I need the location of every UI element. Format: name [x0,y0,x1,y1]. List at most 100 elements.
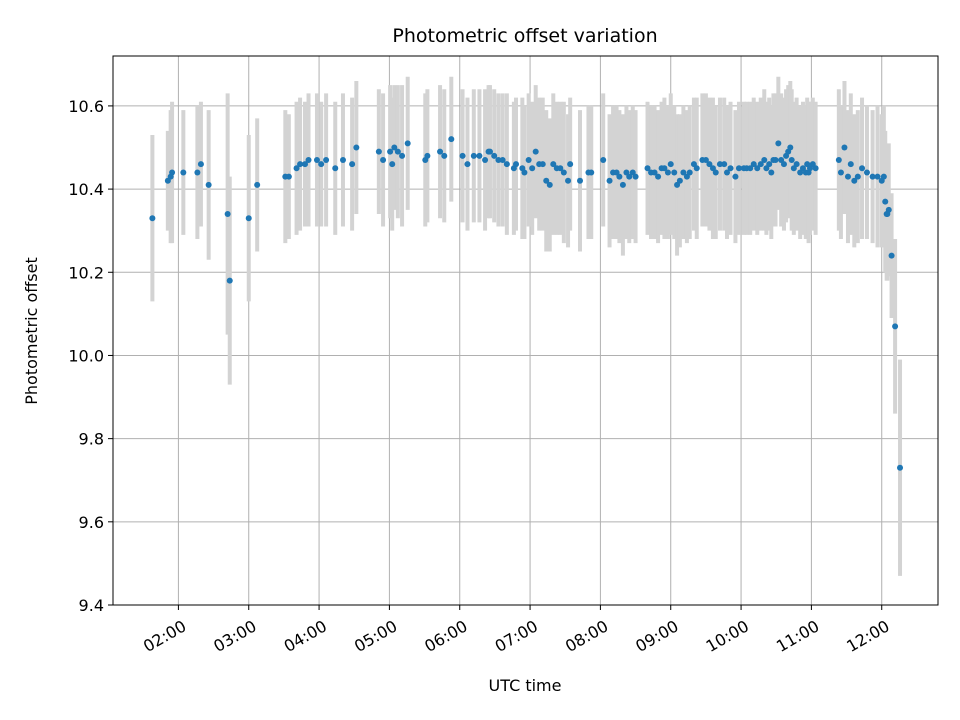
data-point [664,169,671,176]
data-point [716,161,723,168]
data-point [349,161,356,168]
data-point [525,156,532,163]
data-point [835,156,842,163]
data-point [424,152,431,159]
data-point [766,161,773,168]
data-point [285,173,292,180]
data-point [841,144,848,151]
data-point [332,165,339,172]
data-point [854,173,861,180]
data-point [297,161,304,168]
data-point [651,169,658,176]
data-point [661,165,668,172]
data-point [313,156,320,163]
data-point [892,323,899,330]
data-point [254,181,261,188]
data-point [437,148,444,155]
data-point [837,169,844,176]
data-point [747,165,754,172]
data-point [780,161,787,168]
data-point [859,165,866,172]
data-point [387,148,394,155]
data-point [727,165,734,172]
y-tick-label: 9.6 [79,513,104,532]
data-point [394,148,401,155]
data-point [655,173,662,180]
data-point [245,215,252,222]
data-point [888,252,895,259]
data-point [495,156,502,163]
plot-frame [112,55,939,606]
data-point [529,165,536,172]
y-tick-label: 10.2 [68,263,104,282]
data-point [851,177,858,184]
data-point [874,173,881,180]
data-point [577,177,584,184]
data-point [503,161,510,168]
data-point [885,206,892,213]
data-point [441,152,448,159]
data-point [619,181,626,188]
data-point [616,173,623,180]
data-point [812,165,819,172]
data-point [293,165,300,172]
data-point [482,156,489,163]
data-point [724,169,731,176]
data-point [735,165,742,172]
data-point [305,156,312,163]
data-point [339,156,346,163]
data-point [543,177,550,184]
data-point [750,161,757,168]
data-point [323,156,330,163]
data-point [391,144,398,151]
data-point [532,148,539,155]
y-axis-ticks: 9.4 9.6 9.8 10.0 10.2 10.4 10.6 [68,97,113,615]
data-point [882,198,889,205]
data-point [667,161,674,168]
data-point [149,215,156,222]
y-tick-label: 10.0 [68,346,104,365]
data-point [565,177,572,184]
data-point [224,211,231,218]
data-point [712,169,719,176]
y-tick-label: 10.6 [68,97,104,116]
data-point [671,169,678,176]
data-point [847,161,854,168]
data-point [757,161,764,168]
chart-title: Photometric offset variation [392,25,657,47]
data-point [863,169,870,176]
data-point [169,169,176,176]
data-point [676,177,683,184]
data-point [626,173,633,180]
data-point [761,156,768,163]
data-point [644,165,651,172]
data-point [375,148,382,155]
data-point [632,173,639,180]
data-points [149,136,904,471]
data-point [464,161,471,168]
data-point [606,177,613,184]
x-axis-label: UTC time [489,676,562,695]
data-point [772,156,779,163]
data-point [459,152,466,159]
data-point [557,165,564,172]
data-point [588,169,595,176]
data-point [194,169,201,176]
data-point [550,161,557,168]
data-point [880,173,887,180]
data-point [180,169,187,176]
data-point [567,161,574,168]
data-point [560,169,567,176]
data-point [353,144,360,151]
y-tick-label: 10.4 [68,180,104,199]
data-point [302,161,309,168]
data-point [318,161,325,168]
y-tick-label: 9.4 [79,596,104,615]
data-point [491,152,498,159]
data-point [399,152,406,159]
data-point [702,156,709,163]
data-point [521,169,528,176]
data-point [476,152,483,159]
data-point [448,136,455,143]
y-tick-label: 9.8 [79,430,104,449]
